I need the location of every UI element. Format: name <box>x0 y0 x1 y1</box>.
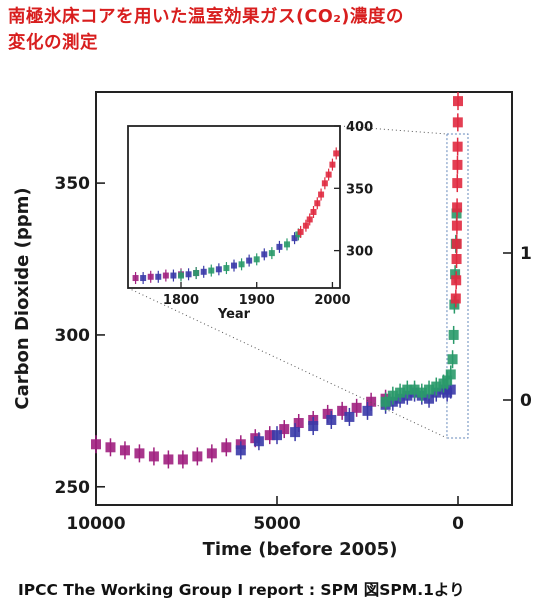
x-tick-label: 5000 <box>253 514 300 534</box>
inset-y-tick-label: 400 <box>346 120 373 135</box>
inset-x-tick-label: 1900 <box>239 293 275 308</box>
x-tick-label: 0 <box>452 514 464 534</box>
inset-x-axis-label: Year <box>217 307 251 322</box>
zoom-connector-bottom <box>127 287 448 439</box>
y-tick-label: 350 <box>55 174 91 194</box>
title-line-1: 南極氷床コアを用いた温室効果ガス(CO₂)濃度の <box>8 7 404 27</box>
inset-x-tick-label: 2000 <box>314 293 350 308</box>
main-plot-frame <box>95 91 513 506</box>
title-line-2: 変化の測定 <box>8 33 98 53</box>
inset-series-3 <box>297 147 340 238</box>
inset-y-tick-label: 350 <box>346 182 373 197</box>
main-series-3 <box>450 92 463 308</box>
main-series-2 <box>380 204 462 411</box>
source-caption: IPCC The Working Group I report : SPM 図S… <box>18 581 465 599</box>
right-tick-label: 0 <box>520 391 532 411</box>
zoom-region-box <box>446 133 469 439</box>
inset-series-1 <box>140 232 298 285</box>
inset-series-group <box>132 147 340 285</box>
y-axis-label: Carbon Dioxide (ppm) <box>12 187 33 409</box>
y-tick-label: 250 <box>55 478 91 498</box>
right-tick-label: 1 <box>520 244 532 264</box>
main-series-group <box>91 92 463 469</box>
chart-title: 南極氷床コアを用いた温室効果ガス(CO₂)濃度の 変化の測定 <box>8 4 528 56</box>
y-tick-label: 300 <box>55 326 91 346</box>
inset-x-tick-label: 1800 <box>163 293 199 308</box>
x-axis-label: Time (before 2005) <box>203 539 398 560</box>
inset-y-tick-label: 300 <box>346 245 373 260</box>
x-tick-label: 10000 <box>66 514 125 534</box>
